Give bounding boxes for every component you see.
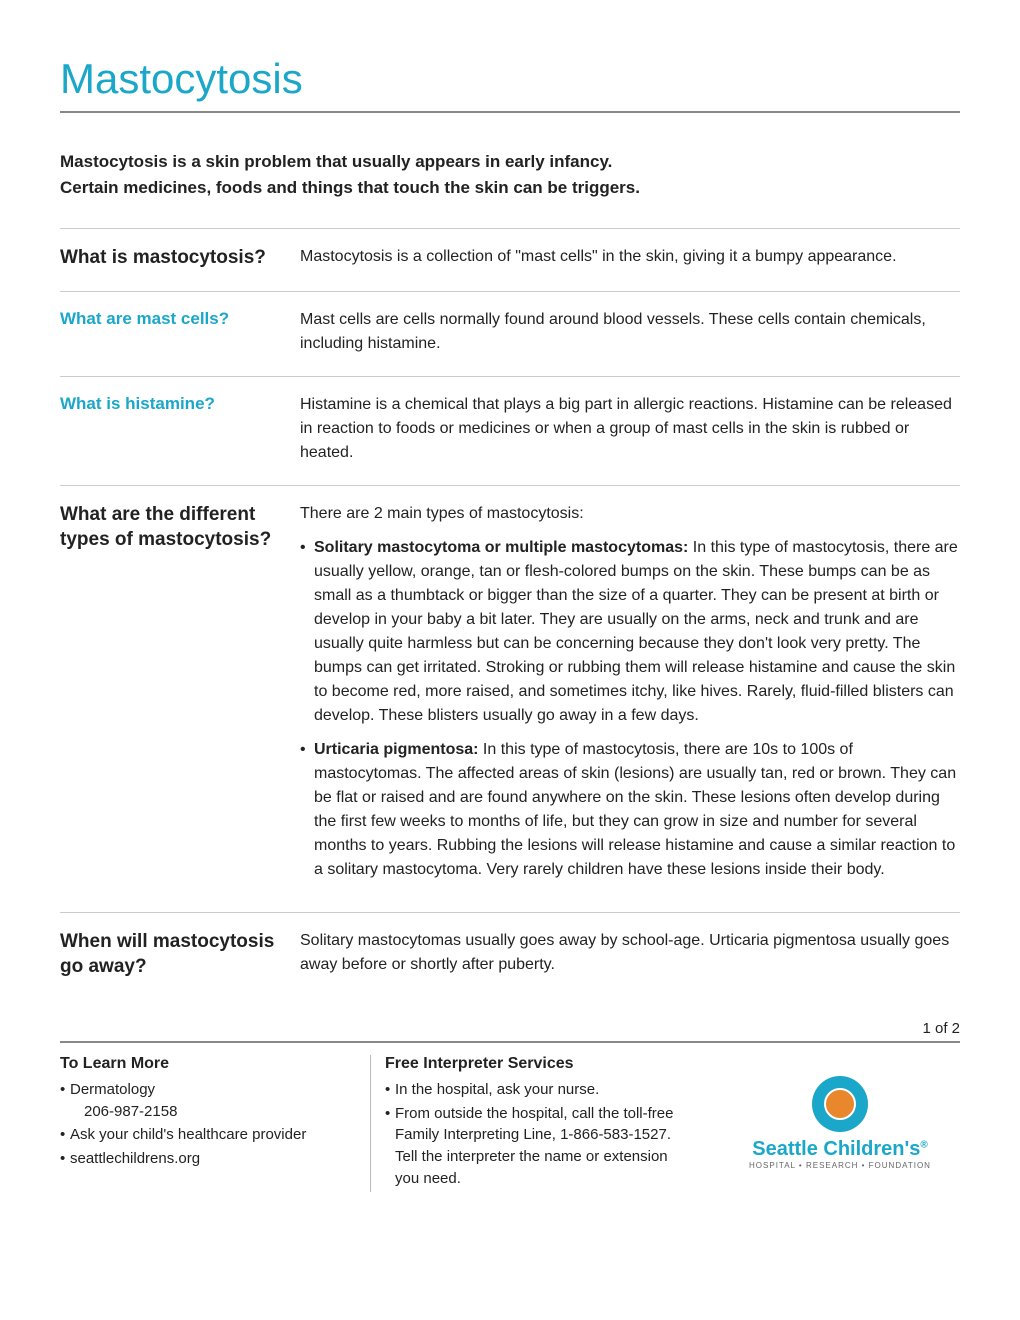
li-text: In this type of mastocytosis, there are … bbox=[314, 539, 958, 724]
intro-text: Mastocytosis is a skin problem that usua… bbox=[60, 149, 960, 200]
section-body-text: Histamine is a chemical that plays a big… bbox=[300, 393, 960, 465]
li-bold: Urticaria pigmentosa: bbox=[314, 741, 478, 758]
footer-item: Ask your child's healthcare provider bbox=[60, 1124, 356, 1146]
footer-heading: To Learn More bbox=[60, 1055, 356, 1073]
list-item: Solitary mastocytoma or multiple mastocy… bbox=[314, 536, 960, 728]
footer-item-text: Dermatology bbox=[70, 1081, 155, 1098]
section-body-text: Solitary mastocytomas usually goes away … bbox=[300, 929, 960, 977]
footer-item-sub: 206-987-2158 bbox=[70, 1103, 177, 1120]
logo-text: Seattle Children's® bbox=[752, 1138, 928, 1161]
footer-item: seattlechildrens.org bbox=[60, 1148, 356, 1170]
footer-item: In the hospital, ask your nurse. bbox=[385, 1079, 676, 1101]
page-title: Mastocytosis bbox=[60, 55, 960, 103]
section-body: Histamine is a chemical that plays a big… bbox=[300, 393, 960, 465]
section-go-away: When will mastocytosis go away? Solitary… bbox=[60, 912, 960, 1000]
footer-logo: Seattle Children's® HOSPITAL • RESEARCH … bbox=[690, 1055, 960, 1192]
title-rule bbox=[60, 111, 960, 113]
intro-line-1: Mastocytosis is a skin problem that usua… bbox=[60, 152, 612, 171]
section-body: Mast cells are cells normally found arou… bbox=[300, 308, 960, 356]
section-body-text: Mastocytosis is a collection of "mast ce… bbox=[300, 245, 960, 269]
types-intro: There are 2 main types of mastocytosis: bbox=[300, 502, 960, 526]
section-body: Mastocytosis is a collection of "mast ce… bbox=[300, 245, 960, 271]
section-heading: What is histamine? bbox=[60, 393, 300, 465]
footer-learn-more: To Learn More Dermatology 206-987-2158 As… bbox=[60, 1055, 370, 1192]
logo-icon bbox=[812, 1076, 868, 1132]
page-number: 1 of 2 bbox=[60, 1020, 960, 1037]
li-text: In this type of mastocytosis, there are … bbox=[314, 741, 956, 878]
section-heading: What are the different types of mastocyt… bbox=[60, 502, 300, 892]
footer-rule bbox=[60, 1041, 960, 1043]
footer-item: From outside the hospital, call the toll… bbox=[385, 1103, 676, 1190]
footer-heading: Free Interpreter Services bbox=[385, 1055, 676, 1073]
section-heading: What is mastocytosis? bbox=[60, 245, 300, 271]
section-types: What are the different types of mastocyt… bbox=[60, 485, 960, 912]
section-mast-cells: What are mast cells? Mast cells are cell… bbox=[60, 291, 960, 376]
logo-tagline: HOSPITAL • RESEARCH • FOUNDATION bbox=[749, 1161, 931, 1170]
section-heading: What are mast cells? bbox=[60, 308, 300, 356]
section-heading: When will mastocytosis go away? bbox=[60, 929, 300, 980]
section-histamine: What is histamine? Histamine is a chemic… bbox=[60, 376, 960, 485]
footer-item: Dermatology 206-987-2158 bbox=[60, 1079, 356, 1123]
section-what-is: What is mastocytosis? Mastocytosis is a … bbox=[60, 228, 960, 291]
footer: To Learn More Dermatology 206-987-2158 As… bbox=[60, 1055, 960, 1192]
footer-interpreter: Free Interpreter Services In the hospita… bbox=[370, 1055, 690, 1192]
section-body: There are 2 main types of mastocytosis: … bbox=[300, 502, 960, 892]
li-bold: Solitary mastocytoma or multiple mastocy… bbox=[314, 539, 688, 556]
intro-line-2: Certain medicines, foods and things that… bbox=[60, 178, 640, 197]
section-body-text: Mast cells are cells normally found arou… bbox=[300, 308, 960, 356]
section-body: Solitary mastocytomas usually goes away … bbox=[300, 929, 960, 980]
types-list: Solitary mastocytoma or multiple mastocy… bbox=[300, 536, 960, 882]
list-item: Urticaria pigmentosa: In this type of ma… bbox=[314, 738, 960, 882]
